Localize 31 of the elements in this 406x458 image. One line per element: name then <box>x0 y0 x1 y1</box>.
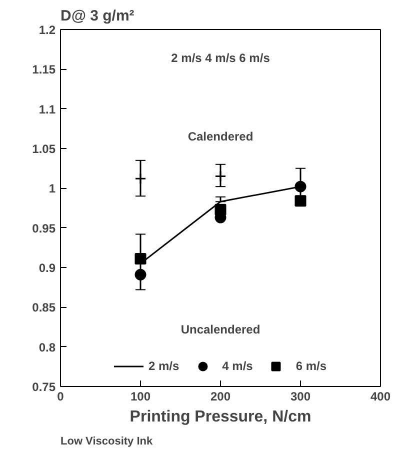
x-tick-label: 200 <box>210 390 231 404</box>
x-tick-label: 400 <box>370 390 391 404</box>
point <box>134 172 146 184</box>
point <box>294 195 306 207</box>
y-tick-label: 1 <box>48 182 56 196</box>
y-tick-label: 1.05 <box>32 142 56 156</box>
x-tick-label: 0 <box>57 390 64 404</box>
x-axis-title: Printing Pressure, N/cm <box>130 408 312 426</box>
annotation: 2 m/s 4 m/s 6 m/s <box>171 51 270 66</box>
y-tick-label: 0.8 <box>38 340 56 354</box>
y-tick-label: 0.95 <box>32 221 56 236</box>
annotation: Calendered <box>188 130 254 144</box>
point <box>294 180 306 192</box>
point <box>134 253 146 265</box>
y-tick-label: 1.2 <box>38 23 56 37</box>
x-tick-label: 100 <box>130 390 151 404</box>
text: Low Viscosity Ink <box>60 436 154 448</box>
y-tick-label: 1.1 <box>38 102 56 116</box>
x-tick-label: 300 <box>290 390 311 404</box>
y-tick-label: 0.75 <box>32 380 56 394</box>
legend-label: 2 m/s <box>148 359 180 373</box>
y-tick-label: 0.9 <box>38 261 56 275</box>
legend-label: 4 m/s <box>222 359 253 373</box>
point <box>214 170 226 182</box>
point <box>134 268 146 280</box>
legend-label: 6 m/s <box>296 359 327 373</box>
annotation: Uncalendered <box>180 322 260 336</box>
y-tick-label: 1.15 <box>32 62 56 77</box>
y-tick-label: 0.85 <box>32 300 56 315</box>
chart-title: D@ 3 g/m² <box>60 8 134 24</box>
point <box>214 204 226 216</box>
